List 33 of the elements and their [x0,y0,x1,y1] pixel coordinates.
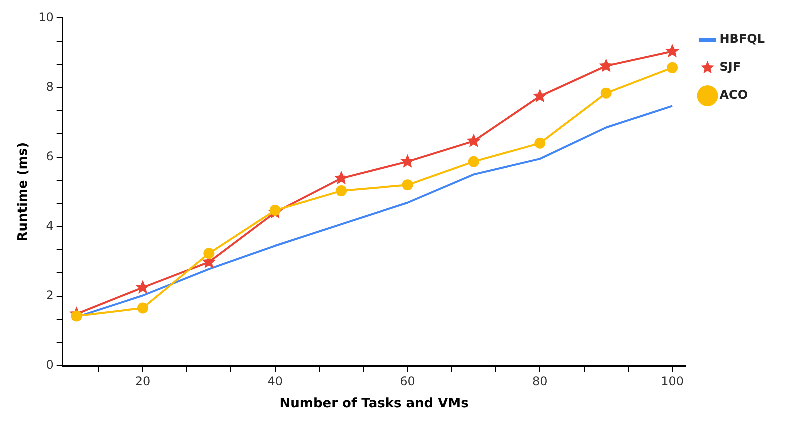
point [667,62,678,74]
x-tick-label: 80 [532,374,548,388]
y-tick-label: 10 [38,10,54,24]
x-tick-label: 60 [400,374,416,388]
point [533,88,548,103]
y-tick-label: 0 [46,358,54,372]
legend-label: HBFQL [720,32,766,46]
point [137,302,148,314]
x-tick-label: 20 [135,374,151,388]
point [400,154,415,168]
point [334,171,349,185]
point [534,138,546,149]
point [468,156,480,168]
point [204,248,215,260]
y-tick-label: 2 [46,288,54,303]
point [136,280,150,294]
point [71,310,82,322]
x-tick-label: 100 [661,374,684,388]
point [466,134,482,148]
y-tick-label: 8 [46,80,54,94]
x-tick-label: 40 [268,374,283,388]
legend-label: ACO [720,88,748,102]
x-axis-title: Number of Tasks and VMs [280,396,470,412]
y-tick-label: 4 [46,219,54,234]
point [599,58,614,72]
point [270,205,281,216]
point [336,186,348,197]
legend-label: SJF [720,60,742,74]
point [600,88,612,99]
y-axis-title: Runtime (ms) [16,142,32,242]
point [402,180,414,191]
point [665,44,680,58]
y-tick-label: 6 [46,149,54,164]
